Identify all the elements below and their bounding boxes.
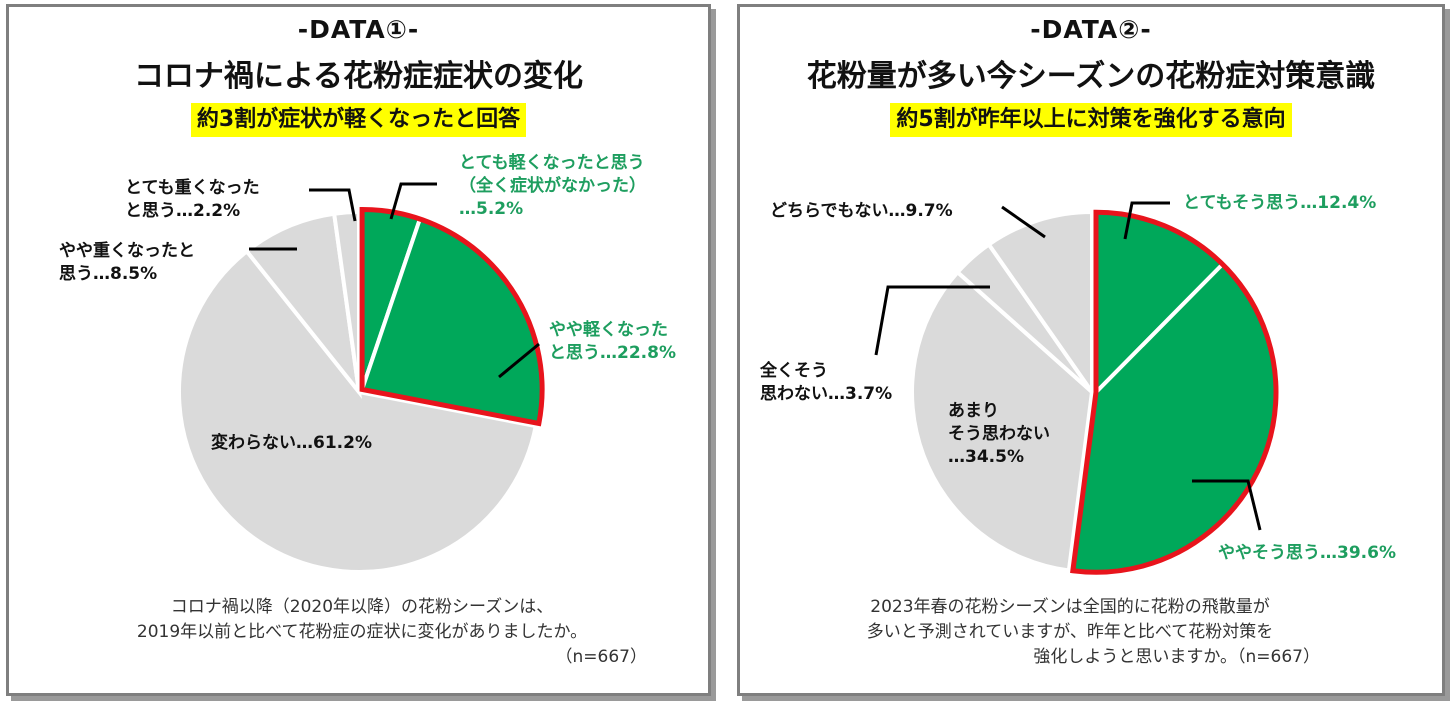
chart-2-label-slice-0: とてもそう思う…12.4%: [1183, 193, 1377, 213]
highlight-outline: [359, 206, 545, 427]
chart-2-label-slice-4: どちらでもない…9.7%: [770, 201, 953, 221]
leader-line-2: [1001, 205, 1046, 239]
chart-2-label-slice-3: 全くそう 思わない…3.7%: [760, 361, 893, 404]
pie-slice-4: [331, 209, 361, 393]
chart-1-subtitle: 約3割が症状が軽くなったと回答: [190, 103, 527, 137]
chart-2-note: 2023年春の花粉シーズンは全国的に花粉の飛散量が 多いと予測されていますが、昨…: [866, 597, 1320, 667]
chart-panel-2: -DATA②- 花粉量が多い今シーズンの花粉症対策意識 約5割が昨年以上に対策を…: [737, 4, 1445, 696]
pie-slice-4: [986, 209, 1094, 399]
leader-line-0: [1123, 201, 1170, 240]
leader-line-3: [874, 285, 990, 356]
chart-2-label-slice-2: あまり そう思わない …34.5%: [948, 401, 1050, 467]
chart-1-title: コロナ禍による花粉症症状の変化: [133, 59, 584, 94]
leader-line-2: [309, 188, 357, 222]
chart-1-note: コロナ禍以降（2020年以降）の花粉シーズンは、 2019年以前と比べて花粉症の…: [136, 597, 647, 667]
chart-1-tag: -DATA①-: [297, 15, 420, 44]
chart-1-label-slice-2: 変わらない…61.2%: [211, 433, 372, 453]
leader-line-1: [498, 342, 540, 379]
chart-2-title: 花粉量が多い今シーズンの花粉症対策意識: [806, 59, 1376, 94]
chart-1-label-slice-1: やや軽くなった と思う…22.8%: [549, 320, 676, 363]
chart-1-label-slice-3: やや重くなったと 思う…8.5%: [59, 241, 195, 284]
highlight-outline: [1070, 209, 1279, 575]
pie-chart-2: [874, 201, 1279, 575]
chart-1-label-slice-0: とても軽くなったと思う （全く症状がなかった） …5.2%: [459, 153, 646, 219]
chart-panel-1: -DATA①- コロナ禍による花粉症症状の変化 約3割が症状が軽くなったと回答 …: [6, 4, 711, 696]
leader-line-1: [1192, 479, 1262, 531]
chart-2-subtitle: 約5割が昨年以上に対策を強化する意向: [890, 103, 1292, 137]
pie-chart-1: [177, 182, 545, 574]
leader-line-0: [389, 182, 437, 220]
chart-1-label-slice-4: とても重くなった と思う…2.2%: [125, 178, 260, 221]
chart-2-label-slice-1: ややそう思う…39.6%: [1218, 543, 1396, 563]
pie-slice-2: [177, 248, 539, 574]
chart-2-tag: -DATA②-: [1030, 15, 1152, 44]
pie-slice-2: [910, 269, 1095, 573]
